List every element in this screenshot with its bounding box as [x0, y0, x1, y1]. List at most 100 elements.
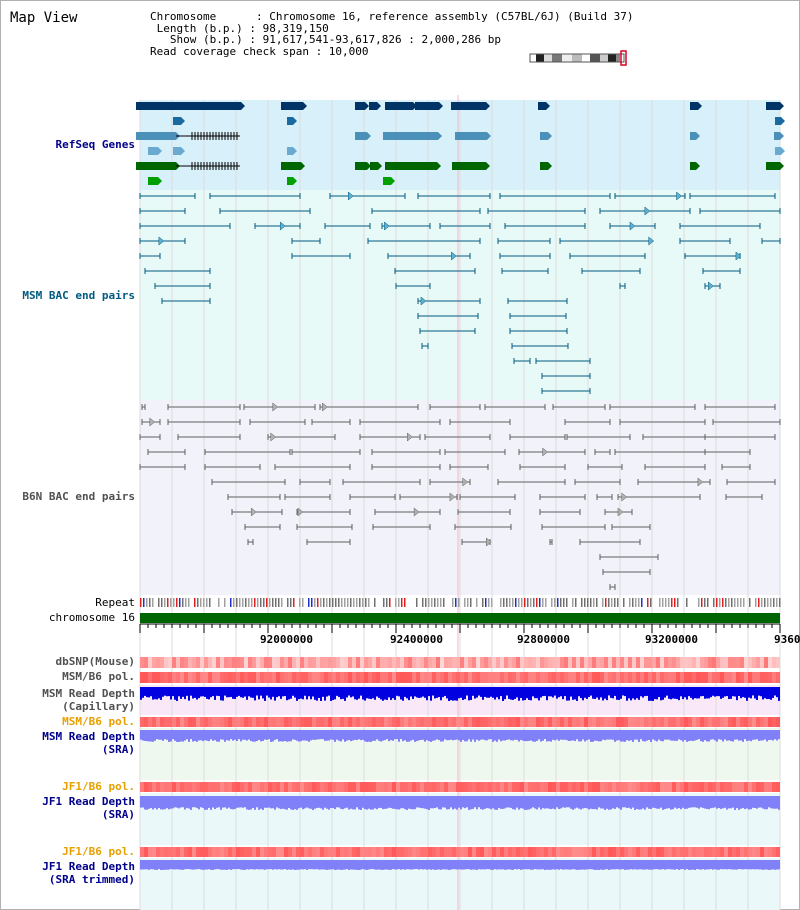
read-depth-bar [344, 730, 346, 742]
read-depth-bar [564, 860, 566, 870]
read-depth-bar [512, 860, 514, 870]
read-depth-bar [702, 730, 704, 742]
read-depth-bar [556, 860, 558, 870]
read-depth-bar [762, 687, 764, 700]
polymorphism-cell [604, 657, 608, 668]
repeat-element [755, 598, 757, 607]
polymorphism-cell [284, 782, 288, 792]
polymorphism-cell [460, 847, 464, 857]
polymorphism-cell [616, 717, 620, 727]
polymorphism-cell [756, 847, 760, 857]
polymorphism-cell [372, 672, 376, 683]
read-depth-bar [590, 730, 592, 742]
track-label-msm-bac[interactable]: MSM BAC end pairs [22, 289, 135, 302]
read-depth-bar [454, 860, 456, 870]
polymorphism-cell [404, 657, 408, 668]
read-depth-bar [586, 730, 588, 741]
track-label-msm-depth-capillary[interactable]: MSM Read Depth [42, 687, 135, 700]
read-depth-bar [362, 860, 364, 870]
read-depth-bar [298, 860, 300, 870]
read-depth-bar [494, 796, 496, 810]
read-depth-bar [592, 730, 594, 742]
gene-exon [540, 132, 548, 140]
track-label-dbsnp[interactable]: dbSNP(Mouse) [55, 655, 135, 668]
read-depth-bar [734, 860, 736, 870]
read-depth-bar [362, 730, 364, 740]
track-label-jf1-depth-sra[interactable]: JF1 Read Depth [42, 795, 135, 808]
polymorphism-cell [676, 717, 680, 727]
bac-end-marker [708, 281, 714, 291]
track-label-jf1-b6-pol-2[interactable]: JF1/B6 pol. [62, 845, 135, 858]
read-depth-bar [258, 796, 260, 810]
read-depth-bar [162, 860, 164, 870]
polymorphism-cell [248, 672, 252, 683]
read-depth-bar [328, 796, 330, 810]
read-depth-bar [652, 730, 654, 740]
track-label-msm-depth-sra[interactable]: MSM Read Depth [42, 730, 135, 743]
read-depth-bar [440, 687, 442, 701]
read-depth-bar [312, 687, 314, 697]
read-depth-bar [586, 687, 588, 699]
bac-end-marker [297, 507, 304, 517]
polymorphism-cell [172, 657, 176, 668]
repeat-element [203, 598, 205, 607]
polymorphism-cell [364, 717, 368, 727]
track-label-b6n-bac[interactable]: B6N BAC end pairs [22, 490, 135, 503]
read-depth-bar [176, 796, 178, 808]
repeat-element [647, 598, 649, 607]
read-depth-bar [492, 796, 494, 809]
read-depth-bar [334, 796, 336, 810]
read-depth-bar [744, 730, 746, 740]
read-depth-bar [622, 796, 624, 808]
read-depth-bar [436, 687, 438, 698]
polymorphism-cell [632, 717, 636, 727]
polymorphism-cell [664, 657, 668, 668]
read-depth-bar [152, 796, 154, 810]
polymorphism-cell [452, 847, 456, 857]
track-label-jf1-depth-trimmed[interactable]: JF1 Read Depth [42, 860, 135, 873]
read-depth-bar [170, 796, 172, 809]
polymorphism-cell [320, 717, 324, 727]
track-label-msm-b6-pol[interactable]: MSM/B6 pol. [62, 670, 135, 683]
read-depth-bar [778, 730, 780, 740]
read-depth-bar [732, 730, 734, 742]
track-label-msm-b6-pol-2[interactable]: MSM/B6 pol. [62, 715, 135, 728]
polymorphism-cell [676, 782, 680, 792]
read-depth-bar [476, 687, 478, 698]
read-depth-bar [168, 796, 170, 810]
read-depth-bar [260, 860, 262, 870]
read-depth-bar [698, 860, 700, 870]
read-depth-bar [394, 796, 396, 809]
read-depth-bar [514, 796, 516, 810]
polymorphism-cell [164, 782, 168, 792]
read-depth-bar [284, 796, 286, 810]
read-depth-bar [260, 796, 262, 809]
read-depth-bar [170, 860, 172, 870]
track-label-jf1-b6-pol[interactable]: JF1/B6 pol. [62, 780, 135, 793]
polymorphism-cell [208, 782, 212, 792]
read-depth-bar [682, 730, 684, 742]
polymorphism-cell [456, 657, 460, 668]
read-depth-bar [178, 796, 180, 809]
read-depth-bar [488, 730, 490, 740]
gene-arrow [780, 162, 784, 170]
read-depth-bar [540, 687, 542, 698]
polymorphism-cell [772, 657, 776, 668]
polymorphism-cell [196, 717, 200, 727]
read-depth-bar [330, 796, 332, 809]
read-depth-bar [554, 730, 556, 741]
read-depth-bar [408, 687, 410, 701]
read-depth-bar [736, 860, 738, 870]
polymorphism-cell [180, 717, 184, 727]
polymorphism-cell [428, 657, 432, 668]
read-depth-bar [772, 687, 774, 698]
read-depth-bar [352, 860, 354, 870]
read-depth-bar [294, 860, 296, 870]
polymorphism-cell [224, 717, 228, 727]
read-depth-bar [194, 796, 196, 808]
read-depth-bar [476, 730, 478, 740]
track-label-refseq[interactable]: RefSeq Genes [55, 138, 135, 151]
read-depth-bar [380, 687, 382, 700]
